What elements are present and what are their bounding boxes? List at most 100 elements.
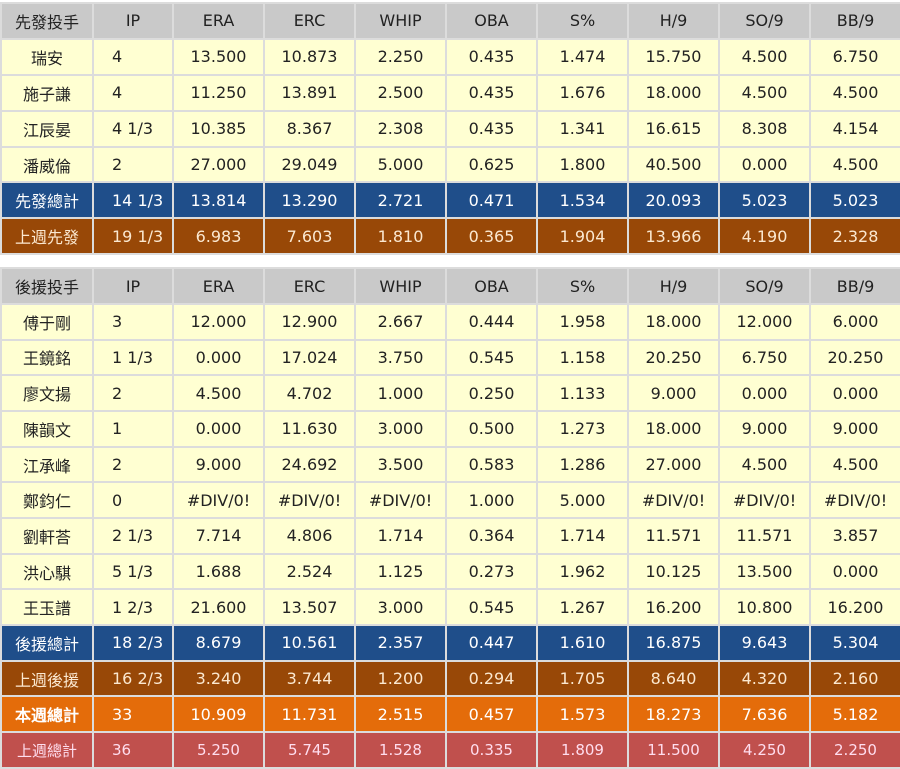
header-row: 先發投手 IP ERA ERC WHIP OBA S% H/9 SO/9 BB/9 <box>0 2 900 40</box>
stat-cell-so9: 11.571 <box>718 517 811 555</box>
stat-cell-era: 27.000 <box>172 145 265 184</box>
stat-cell-era: #DIV/0! <box>172 481 265 520</box>
stat-cell-ip: 4 1/3 <box>92 109 174 148</box>
stat-cell-h9: 8.640 <box>627 659 720 698</box>
stat-cell-bb9: 5.304 <box>809 624 900 662</box>
stat-cell-bb9: 9.000 <box>809 409 900 448</box>
stat-cell-oba: 0.500 <box>445 409 538 448</box>
stat-cell-erc: 13.507 <box>263 588 356 627</box>
stat-cell-ip: 16 2/3 <box>92 659 174 698</box>
stat-cell-h9: 16.875 <box>627 624 720 662</box>
stat-cell-so9: 9.643 <box>718 624 811 662</box>
stat-cell-h9: #DIV/0! <box>627 481 720 520</box>
stat-cell-bb9: 4.500 <box>809 145 900 184</box>
stat-cell-bb9: 4.500 <box>809 445 900 484</box>
stat-cell-ip: 4 <box>92 73 174 112</box>
row-label: 上週總計 <box>0 731 94 769</box>
column-header: IP <box>92 267 174 305</box>
stat-cell-s: 1.676 <box>536 73 629 112</box>
stat-cell-whip: 2.667 <box>354 302 447 341</box>
stat-cell-s: 1.534 <box>536 181 629 220</box>
row-label: 本週總計 <box>0 695 94 734</box>
stat-cell-era: 7.714 <box>172 517 265 555</box>
stat-cell-whip: 2.721 <box>354 181 447 220</box>
column-header: ERA <box>172 267 265 305</box>
player-row: 潘威倫 2 27.000 29.049 5.000 0.625 1.800 40.500 0.0… <box>0 145 900 184</box>
stat-cell-erc: 3.744 <box>263 659 356 698</box>
stat-cell-ip: 36 <box>92 731 174 769</box>
stat-cell-s: 1.904 <box>536 217 629 256</box>
stat-cell-h9: 11.571 <box>627 517 720 555</box>
stat-cell-bb9: 0.000 <box>809 552 900 591</box>
row-label: 陳韻文 <box>0 409 94 448</box>
column-header: SO/9 <box>718 267 811 305</box>
stat-cell-oba: 0.545 <box>445 588 538 627</box>
stat-cell-h9: 15.750 <box>627 37 720 76</box>
summary-row: 先發總計 14 1/3 13.814 13.290 2.721 0.471 1.534 20.… <box>0 181 900 220</box>
stat-cell-erc: 12.900 <box>263 302 356 341</box>
stat-cell-ip: 2 <box>92 145 174 184</box>
header-title: 後援投手 <box>0 267 94 305</box>
stat-cell-whip: 1.810 <box>354 217 447 256</box>
stat-cell-so9: 9.000 <box>718 409 811 448</box>
stat-cell-erc: 4.806 <box>263 517 356 555</box>
stat-cell-so9: 6.750 <box>718 338 811 377</box>
stat-cell-oba: 0.625 <box>445 145 538 184</box>
row-label: 潘威倫 <box>0 145 94 184</box>
stat-cell-s: 1.714 <box>536 517 629 555</box>
summary-row: 後援總計 18 2/3 8.679 10.561 2.357 0.447 1.610 16.8… <box>0 624 900 662</box>
column-header: IP <box>92 2 174 40</box>
stat-cell-whip: 3.750 <box>354 338 447 377</box>
row-label: 施子謙 <box>0 73 94 112</box>
stat-cell-ip: 2 <box>92 374 174 412</box>
stat-cell-era: 9.000 <box>172 445 265 484</box>
stat-cell-h9: 18.000 <box>627 409 720 448</box>
stat-cell-h9: 40.500 <box>627 145 720 184</box>
stat-cell-era: 21.600 <box>172 588 265 627</box>
stat-cell-era: 6.983 <box>172 217 265 256</box>
stat-cell-whip: 2.357 <box>354 624 447 662</box>
stat-cell-erc: 24.692 <box>263 445 356 484</box>
player-row: 王鏡銘 1 1/3 0.000 17.024 3.750 0.545 1.158 20.250… <box>0 338 900 377</box>
stat-cell-whip: 5.000 <box>354 145 447 184</box>
stat-cell-bb9: #DIV/0! <box>809 481 900 520</box>
stat-cell-whip: 3.500 <box>354 445 447 484</box>
stat-cell-ip: 18 2/3 <box>92 624 174 662</box>
stat-cell-so9: #DIV/0! <box>718 481 811 520</box>
stat-cell-erc: 13.290 <box>263 181 356 220</box>
stat-cell-whip: #DIV/0! <box>354 481 447 520</box>
column-header: BB/9 <box>809 267 900 305</box>
stat-cell-s: 1.610 <box>536 624 629 662</box>
stat-cell-bb9: 5.182 <box>809 695 900 734</box>
stat-cell-so9: 12.000 <box>718 302 811 341</box>
stat-cell-era: 0.000 <box>172 338 265 377</box>
stat-cell-so9: 4.320 <box>718 659 811 698</box>
player-row: 洪心騏 5 1/3 1.688 2.524 1.125 0.273 1.962 10.125 1… <box>0 552 900 591</box>
column-header: OBA <box>445 2 538 40</box>
stat-cell-whip: 2.515 <box>354 695 447 734</box>
stat-cell-erc: 29.049 <box>263 145 356 184</box>
starters-table: 先發投手 IP ERA ERC WHIP OBA S% H/9 SO/9 BB/9 瑞安 4 13.50… <box>0 2 900 256</box>
stat-cell-era: 3.240 <box>172 659 265 698</box>
relievers-table: 後援投手 IP ERA ERC WHIP OBA S% H/9 SO/9 BB/9 傅于剛 3 12.0… <box>0 267 900 769</box>
stat-cell-ip: 1 1/3 <box>92 338 174 377</box>
stat-cell-so9: 4.250 <box>718 731 811 769</box>
stat-cell-erc: 10.561 <box>263 624 356 662</box>
stat-cell-so9: 4.500 <box>718 37 811 76</box>
stat-cell-erc: 5.745 <box>263 731 356 769</box>
stat-cell-erc: 8.367 <box>263 109 356 148</box>
stat-cell-bb9: 16.200 <box>809 588 900 627</box>
stat-cell-bb9: 0.000 <box>809 374 900 412</box>
stat-cell-era: 11.250 <box>172 73 265 112</box>
stat-cell-erc: 10.873 <box>263 37 356 76</box>
stat-cell-erc: 11.731 <box>263 695 356 734</box>
stat-cell-h9: 20.250 <box>627 338 720 377</box>
stat-cell-oba: 0.444 <box>445 302 538 341</box>
stat-cell-so9: 4.190 <box>718 217 811 256</box>
player-row: 瑞安 4 13.500 10.873 2.250 0.435 1.474 15.750 4.50… <box>0 37 900 76</box>
stat-cell-whip: 2.500 <box>354 73 447 112</box>
stat-cell-h9: 20.093 <box>627 181 720 220</box>
player-row: 江承峰 2 9.000 24.692 3.500 0.583 1.286 27.000 4.50… <box>0 445 900 484</box>
stat-cell-whip: 1.000 <box>354 374 447 412</box>
stat-cell-oba: 0.273 <box>445 552 538 591</box>
